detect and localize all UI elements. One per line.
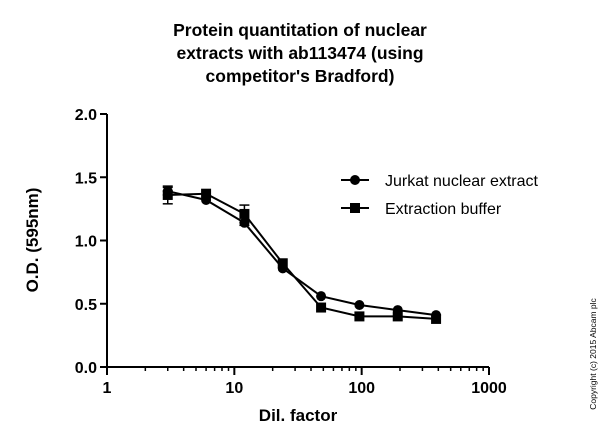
- data-point-jurkat: [316, 291, 327, 302]
- data-point-buffer: [239, 208, 250, 219]
- legend-label-buffer: Extraction buffer: [385, 201, 502, 218]
- x-tick-label: 10: [225, 380, 243, 397]
- data-point-buffer: [354, 311, 365, 322]
- y-axis: 0.0 0.5 1.0 1.5 2.0: [75, 107, 108, 377]
- data-point-buffer: [277, 258, 288, 269]
- data-point-buffer: [316, 302, 327, 313]
- legend-label-jurkat: Jurkat nuclear extract: [385, 173, 539, 190]
- copyright-notice: Copyright (c) 2015 Abcam plc: [588, 298, 598, 410]
- chart-title-line-1: Protein quantitation of nuclear: [173, 20, 427, 40]
- x-tick-label: 100: [348, 380, 375, 397]
- x-tick-label: 1000: [471, 380, 507, 397]
- legend-marker-circle: [350, 175, 360, 185]
- x-axis: 1 10 100 1000: [103, 366, 507, 397]
- data-point-jurkat: [354, 300, 365, 311]
- y-axis-label: O.D. (595nm): [23, 188, 42, 293]
- x-tick-label: 1: [103, 380, 112, 397]
- y-tick-label: 0.5: [75, 297, 97, 314]
- series-line-2: [167, 192, 437, 320]
- y-tick-label: 1.0: [75, 234, 97, 251]
- plot-area: [162, 185, 442, 324]
- legend-marker-square: [350, 203, 360, 213]
- data-point-buffer: [162, 189, 173, 200]
- data-point-buffer: [431, 313, 442, 324]
- y-tick-label: 2.0: [75, 107, 97, 124]
- legend: Jurkat nuclear extract Extraction buffer: [341, 173, 539, 218]
- data-point-buffer: [392, 311, 403, 322]
- y-tick-label: 1.5: [75, 170, 97, 187]
- data-point-buffer: [201, 188, 212, 199]
- series-line-1: [167, 190, 437, 317]
- x-axis-label: Dil. factor: [259, 406, 338, 425]
- y-tick-label: 0.0: [75, 360, 97, 377]
- chart-title-line-2: extracts with ab113474 (using: [176, 43, 423, 63]
- chart-title-line-3: competitor's Bradford): [206, 66, 395, 86]
